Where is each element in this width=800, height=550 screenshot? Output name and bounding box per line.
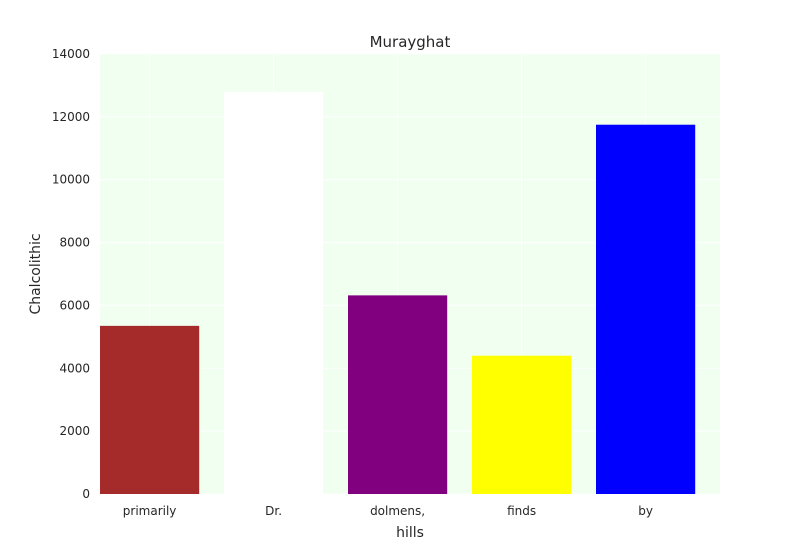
y-tick-label: 14000 <box>52 47 90 61</box>
bar-3 <box>472 355 572 494</box>
chart-title: Murayghat <box>370 33 451 51</box>
x-tick-label: finds <box>507 504 536 518</box>
x-axis-label: hills <box>396 525 424 541</box>
x-tick-label: by <box>638 504 653 518</box>
bars <box>100 91 696 494</box>
bar-0 <box>100 325 200 494</box>
bar-2 <box>348 295 448 494</box>
y-axis-label: Chalcolithic <box>28 233 44 314</box>
x-tick-label: primarily <box>123 504 177 518</box>
y-axis-ticks: 0 2000 4000 6000 8000 10000 12000 14000 <box>52 47 90 501</box>
bar-1 <box>224 91 324 494</box>
x-tick-label: Dr. <box>265 504 282 518</box>
bar-4 <box>596 124 696 494</box>
y-tick-label: 2000 <box>59 424 90 438</box>
y-tick-label: 8000 <box>59 236 90 250</box>
y-tick-label: 10000 <box>52 173 90 187</box>
y-tick-label: 0 <box>82 487 90 501</box>
y-tick-label: 12000 <box>52 110 90 124</box>
x-axis-ticks: primarily Dr. dolmens, finds by <box>123 504 653 518</box>
y-tick-label: 6000 <box>59 298 90 312</box>
x-tick-label: dolmens, <box>370 504 425 518</box>
y-tick-label: 4000 <box>59 361 90 375</box>
